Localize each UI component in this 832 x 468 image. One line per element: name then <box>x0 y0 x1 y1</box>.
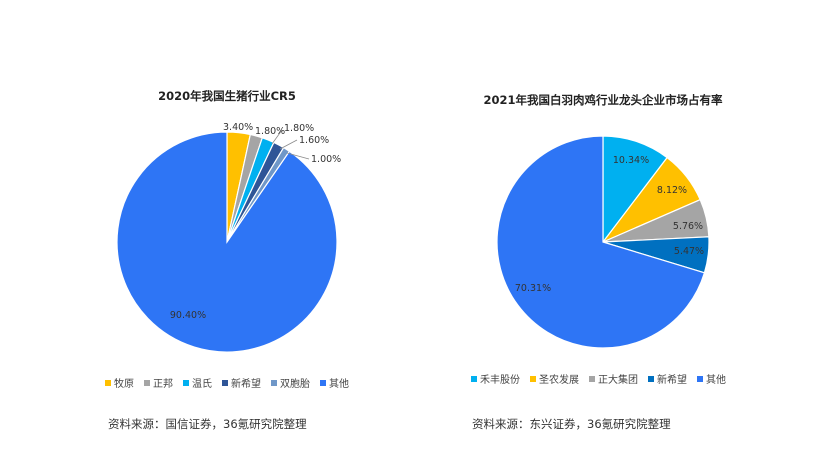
data-label: 3.40% <box>223 122 253 133</box>
legend-swatch <box>320 380 326 386</box>
data-label: 1.80% <box>284 123 314 134</box>
chart-title: 2020年我国生猪行业CR5 <box>158 89 296 103</box>
legend-label: 正邦 <box>153 377 173 390</box>
data-label: 5.47% <box>674 246 704 257</box>
legend-label: 圣农发展 <box>539 373 579 386</box>
source-note: 资料来源：东兴证券，36氪研究院整理 <box>472 417 671 431</box>
pie-slice <box>116 131 338 353</box>
legend-label: 其他 <box>706 373 726 386</box>
legend-item: 新希望 <box>648 373 687 386</box>
legend-swatch <box>144 380 150 386</box>
data-label: 1.80% <box>255 126 285 137</box>
legend-label: 双胞胎 <box>280 377 310 390</box>
legend-item: 温氏 <box>183 378 212 390</box>
data-label: 8.12% <box>657 185 687 196</box>
legend-swatch <box>589 376 595 382</box>
legend-swatch <box>471 376 477 382</box>
data-labels: 10.34% 8.12% 5.76% 5.47% 70.31% <box>515 155 704 294</box>
legend-swatch <box>105 380 111 386</box>
legend-swatch <box>183 380 189 386</box>
pie-slices <box>116 131 338 353</box>
leader-line <box>271 129 283 145</box>
data-label: 10.34% <box>613 155 649 166</box>
legend-item: 禾丰股份 <box>471 373 520 386</box>
data-label: 90.40% <box>170 310 206 321</box>
data-label: 5.76% <box>673 221 703 232</box>
pie-chart-cr5: 2020年我国生猪行业CR5 3.40% 1.80%1.80%1.60%1.00%… <box>105 89 349 390</box>
legend-item: 其他 <box>320 377 349 390</box>
legend-swatch <box>648 376 654 382</box>
pie-slices <box>496 135 710 349</box>
data-label: 1.00% <box>311 154 341 165</box>
legend-label: 其他 <box>329 377 349 390</box>
legend-label: 新希望 <box>657 373 687 386</box>
legend-swatch <box>222 380 228 386</box>
data-label: 1.60% <box>299 135 329 146</box>
leader-lines <box>271 129 310 160</box>
legend-item: 正大集团 <box>589 373 638 386</box>
legend-item: 双胞胎 <box>271 377 310 390</box>
legend-item: 圣农发展 <box>530 373 579 386</box>
chart-title: 2021年我国白羽肉鸡行业龙头企业市场占有率 <box>483 93 723 107</box>
legend-swatch <box>530 376 536 382</box>
legend-swatch <box>697 376 703 382</box>
legend-label: 温氏 <box>192 378 212 390</box>
legend-label: 新希望 <box>231 377 261 390</box>
legend: 禾丰股份 圣农发展 正大集团 新希望 其他 <box>471 373 726 386</box>
legend-item: 新希望 <box>222 377 261 390</box>
legend-label: 正大集团 <box>598 373 638 386</box>
pie-slice <box>496 135 706 349</box>
leader-line <box>286 152 310 160</box>
source-note: 资料来源：国信证券，36氪研究院整理 <box>108 417 307 431</box>
legend-label: 禾丰股份 <box>480 373 520 386</box>
pie-chart-broiler: 2021年我国白羽肉鸡行业龙头企业市场占有率 10.34% 8.12% 5.76% 5… <box>471 93 726 386</box>
legend-item: 牧原 <box>105 377 134 390</box>
legend-swatch <box>271 380 277 386</box>
legend-label: 牧原 <box>114 377 134 390</box>
legend: 牧原 正邦 温氏 新希望 双胞胎 其他 <box>105 377 349 390</box>
leader-line <box>279 139 298 150</box>
data-labels: 3.40% 1.80%1.80%1.60%1.00%90.40% <box>170 122 341 321</box>
data-label: 70.31% <box>515 283 551 294</box>
legend-item: 其他 <box>697 373 726 386</box>
pie-slice <box>602 135 668 244</box>
legend-item: 正邦 <box>144 377 173 390</box>
